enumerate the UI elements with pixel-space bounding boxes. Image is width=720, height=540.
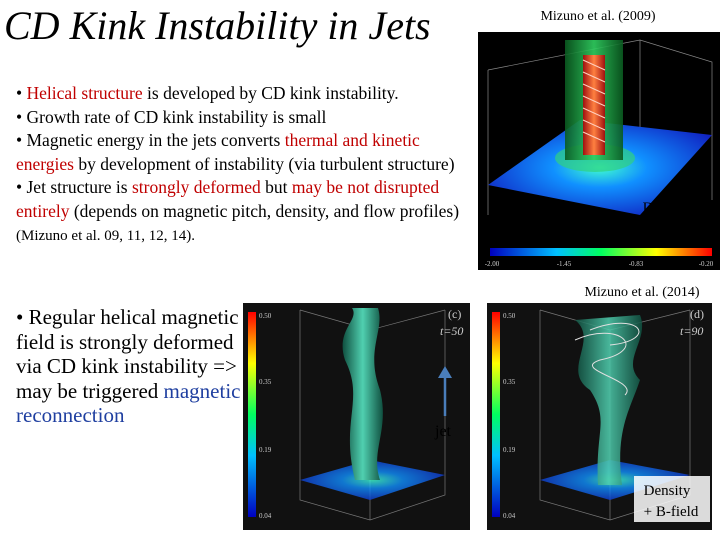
figure-label: Density [643,200,690,216]
text-run: by development of instability (via turbu… [74,153,455,174]
colorbar-label: 0.19 [503,446,516,454]
colorbar-label: 0.35 [503,378,516,386]
colorbar-label: -0.20 [699,260,714,268]
helical-field [582,59,606,143]
text-run: is developed by CD kink instability. [142,83,399,103]
text-run: • Growth rate of CD kink instability is … [16,106,327,127]
colorbar [492,312,500,517]
jet-arrowhead [438,366,452,378]
arrow-label: jet [434,423,452,440]
colorbar [490,248,712,256]
figure-label: + B-field [643,221,698,237]
bullet-list: • Helical structure is developed by CD k… [16,82,466,249]
bullet: • Helical structure is developed by CD k… [16,82,466,106]
time-label: t=90 [680,324,703,338]
colorbar-label: 0.50 [259,312,272,320]
text-run: strongly deformed [131,177,261,197]
colorbar-label: 0.04 [503,512,516,520]
bullet: • Magnetic energy in the jets converts t… [16,129,466,176]
label-backdrop [634,476,710,522]
text-run: (Mizuno et al. 09, 11, 12, 14). [16,228,195,244]
jet-column [575,315,643,485]
text-run: • Magnetic energy in the jets converts [16,130,285,150]
text-run: thermal and kinetic energies [16,130,420,174]
jet-column [342,308,383,480]
panel-label: (c) [448,307,461,321]
text-run: • Jet structure is [16,177,132,197]
text-run: magnetic reconnection [16,378,241,428]
text-run: • Regular helical magnetic field is stro… [16,305,239,403]
bullet: • Regular helical magnetic field is stro… [16,305,244,428]
text-run: Helical structure [26,83,143,103]
figure-caption: Mizuno et al. (2009) [540,9,655,24]
colorbar-label: -2.00 [485,260,500,268]
colorbar [248,312,256,517]
time-label: t=50 [440,324,463,338]
colorbar-label: 0.04 [259,512,272,520]
colorbar-label: 0.19 [259,446,272,454]
text-run: (depends on magnetic pitch, density, and… [69,200,460,221]
figure-label: Density [644,483,691,499]
figure-label: + B-field [644,504,699,520]
figure-caption: Mizuno et al. (2014) [584,285,699,300]
colorbar-label: -0.83 [629,260,644,268]
bullet: • Jet structure is strongly deformed but… [16,176,466,249]
text-run: • [16,83,27,103]
text-run: may be not disrupted entirely [16,177,440,221]
colorbar-label: 0.35 [259,378,272,386]
colorbar-label: 0.50 [503,312,516,320]
field-lines [574,322,640,396]
panel-label: (d) [690,307,704,321]
colorbar-label: -1.45 [557,260,572,268]
text-run: but [260,177,292,197]
slide-title: CD Kink Instability in Jets [4,3,431,48]
bullet: • Growth rate of CD kink instability is … [16,106,466,130]
